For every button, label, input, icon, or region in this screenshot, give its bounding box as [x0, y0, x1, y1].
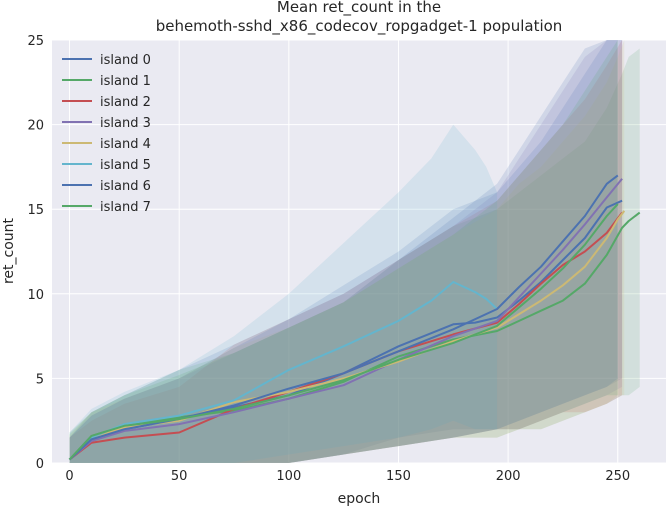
legend-label-island-3: island 3 — [100, 116, 151, 131]
band-island-6 — [69, 40, 618, 463]
y-tick-label: 10 — [27, 288, 44, 303]
y-tick-label: 25 — [27, 34, 44, 49]
line-island-5 — [68, 281, 498, 461]
y-tick-label: 5 — [36, 372, 44, 387]
chart-title-line-1: Mean ret_count in the — [277, 0, 441, 17]
chart-title-line-2: behemoth-sshd_x86_codecov_ropgadget-1 po… — [156, 17, 563, 36]
legend-label-island-1: island 1 — [100, 74, 151, 89]
band-island-5 — [69, 124, 498, 463]
x-tick-label: 150 — [386, 469, 411, 484]
y-tick-label: 0 — [36, 457, 44, 472]
line-island-6 — [68, 174, 619, 461]
legend-label-island-2: island 2 — [100, 95, 151, 110]
x-tick-label: 50 — [171, 469, 188, 484]
y-tick-label: 15 — [27, 203, 44, 218]
legend-label-island-6: island 6 — [100, 179, 151, 194]
x-tick-label: 100 — [276, 469, 301, 484]
line-island-2 — [68, 211, 623, 461]
band-island-7 — [69, 40, 618, 463]
series-lines — [68, 174, 641, 461]
axis-ticks: 0 50 100 150 200 250 0 5 10 15 20 25 — [27, 34, 630, 484]
x-tick-label: 250 — [605, 469, 630, 484]
legend-label-island-5: island 5 — [100, 158, 151, 173]
x-tick-label: 0 — [65, 469, 73, 484]
band-island-2 — [69, 40, 623, 463]
line-island-7 — [68, 203, 619, 461]
legend: island 0 island 1 island 2 island 3 island 4… — [62, 53, 151, 215]
y-tick-label: 20 — [27, 119, 44, 134]
plot-area — [52, 40, 666, 463]
band-island-0 — [69, 40, 623, 463]
legend-label-island-7: island 7 — [100, 200, 151, 215]
x-tick-label: 200 — [496, 469, 521, 484]
y-axis-label: ret_count — [1, 217, 17, 284]
line-island-3 — [68, 178, 623, 461]
spread-bands — [69, 40, 640, 463]
band-island-1 — [69, 48, 640, 463]
legend-label-island-4: island 4 — [100, 137, 151, 152]
band-island-3 — [69, 40, 623, 463]
legend-label-island-0: island 0 — [100, 53, 151, 68]
band-island-4 — [69, 40, 625, 463]
x-axis-label: epoch — [338, 491, 381, 507]
